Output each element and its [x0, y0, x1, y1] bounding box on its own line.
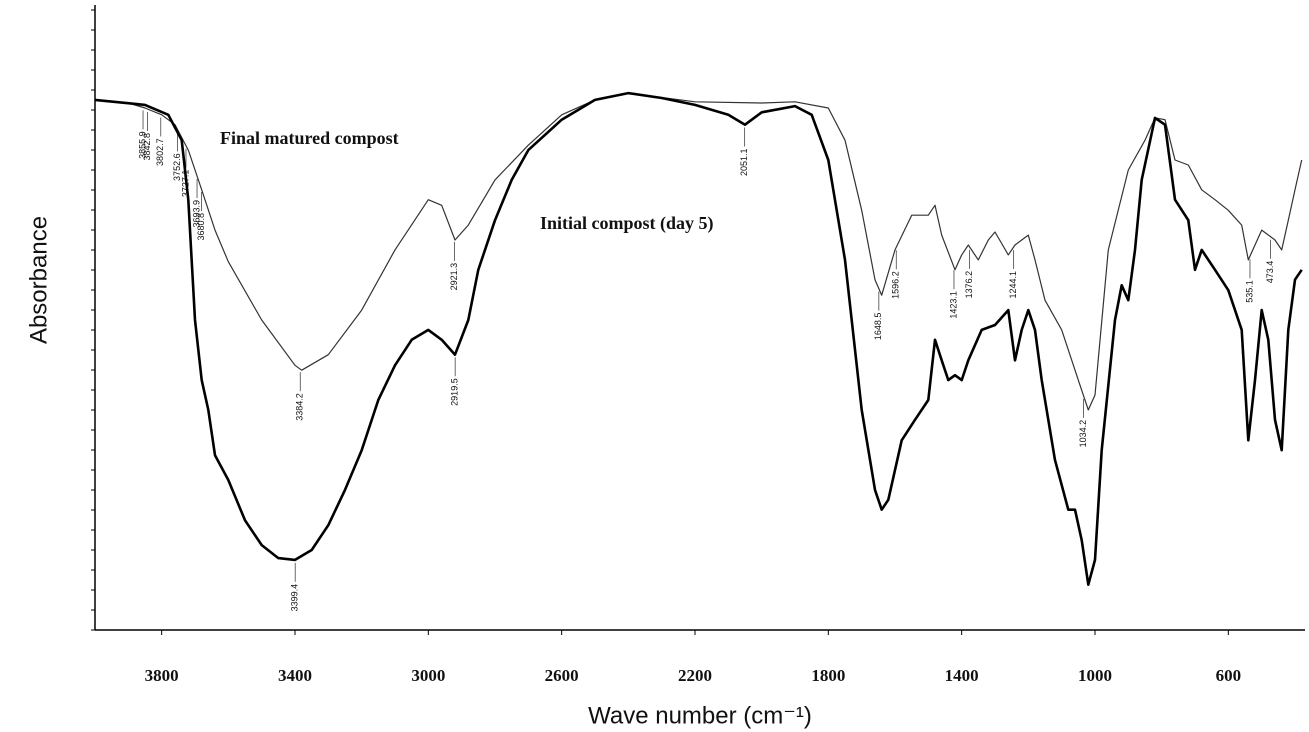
spectrum-line	[94, 92, 1303, 411]
peak-label: 1034.2	[1078, 420, 1088, 448]
peak-label: 3752.6	[172, 153, 182, 181]
x-tick-label: 2600	[545, 666, 579, 685]
peak-label: 3802.7	[155, 138, 165, 166]
peak-label: 1596.2	[891, 271, 901, 299]
peak-label: 2051.1	[739, 148, 749, 176]
x-tick-label: 2200	[678, 666, 712, 685]
x-tick-label: 3000	[411, 666, 445, 685]
y-axis-title: Absorbance	[25, 216, 52, 344]
peak-label: 473.4	[1265, 261, 1275, 284]
series-label: Final matured compost	[220, 128, 399, 148]
x-tick-label: 3800	[145, 666, 179, 685]
peak-label: 1376.2	[964, 271, 974, 299]
peak-label: 1423.1	[948, 291, 958, 319]
peak-label: 3399.4	[290, 584, 300, 612]
peak-label: 3842.8	[142, 133, 152, 161]
peak-label: 3384.2	[295, 393, 305, 421]
x-tick-label: 1000	[1078, 666, 1112, 685]
peak-label: 1648.5	[873, 313, 883, 341]
series-label: Initial compost (day 5)	[540, 213, 714, 234]
peak-label: 2921.3	[449, 263, 459, 291]
x-axis-title: Wave number (cm⁻¹)	[588, 702, 812, 729]
x-tick-label: 600	[1216, 666, 1242, 685]
peak-label: 2919.5	[450, 378, 460, 406]
peak-label: 3680.8	[196, 213, 206, 241]
spectrum-line	[94, 91, 1303, 586]
peak-label: 3855.9	[137, 131, 147, 159]
x-tick-label: 1400	[945, 666, 979, 685]
peak-label: 1244.1	[1008, 271, 1018, 299]
x-tick-label: 1800	[811, 666, 845, 685]
peak-label: 3693.9	[191, 200, 201, 228]
peak-label: 535.1	[1244, 280, 1254, 303]
x-tick-label: 3400	[278, 666, 312, 685]
